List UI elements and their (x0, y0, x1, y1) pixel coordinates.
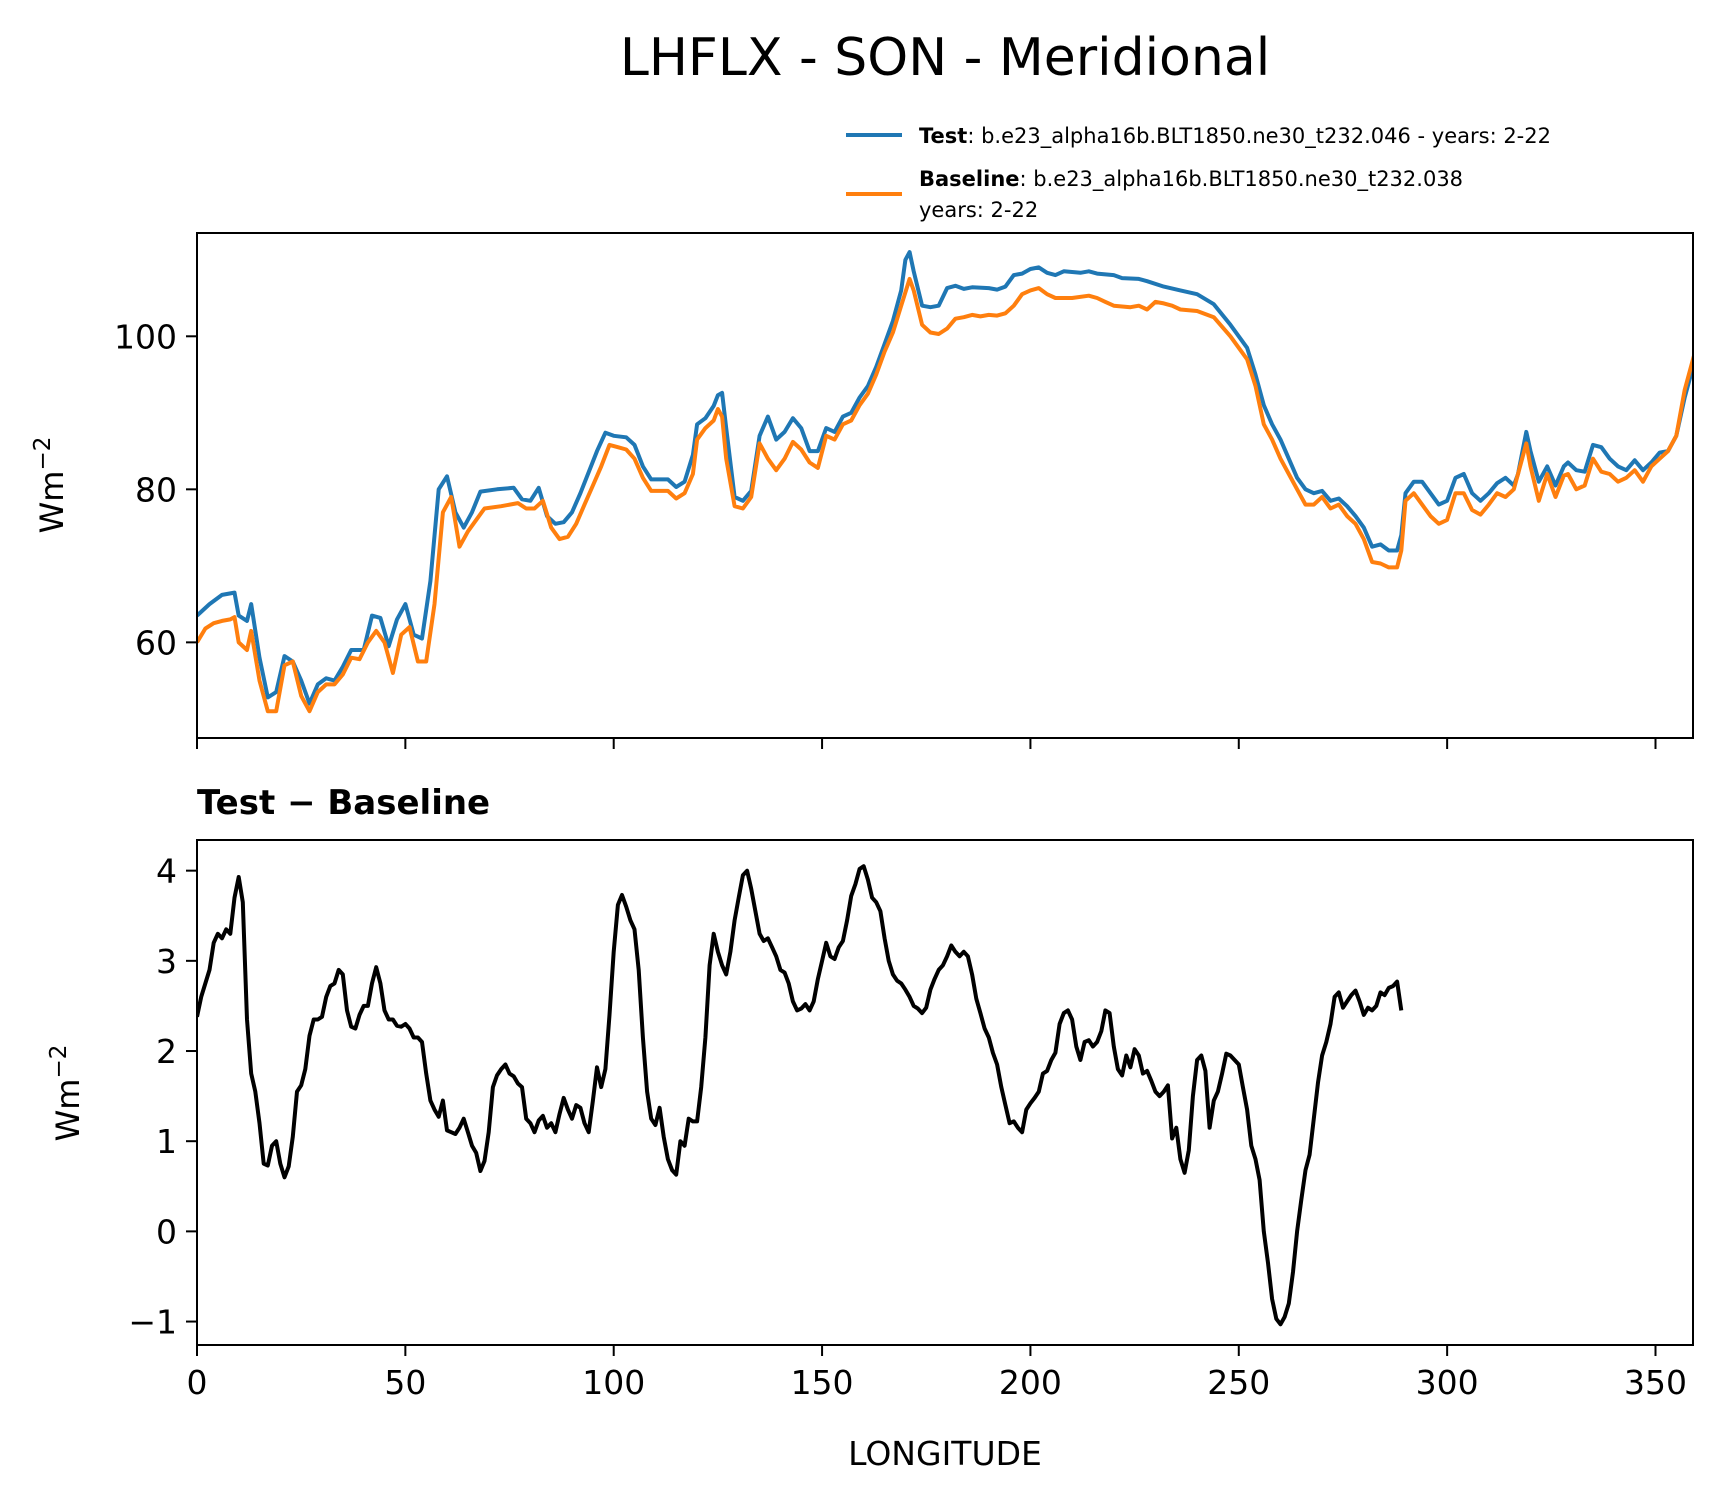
legend-desc-baseline: : b.e23_alpha16b.BLT1850.ne30_t232.038 (1020, 167, 1464, 192)
bottom-xtick-label: 100 (582, 1363, 645, 1402)
bottom-ytick-label: 2 (156, 1032, 177, 1071)
bottom-xtick-label: 300 (1416, 1363, 1479, 1402)
bottom-panel-axes: −1 0 1 2 3 4 0 50 100 150 200 250 300 350 (128, 852, 1687, 1402)
bottom-xtick-label: 200 (999, 1363, 1062, 1402)
bottom-ytick-label: −1 (128, 1303, 177, 1342)
bottom-ytick-label: 4 (156, 852, 177, 891)
bottom-xtick-label: 50 (384, 1363, 426, 1402)
bottom-panel: Test − Baseline −1 0 1 2 3 4 0 50 100 150 200 250 30… (46, 783, 1694, 1473)
bottom-panel-frame (196, 839, 1694, 1346)
top-panel: 60 80 100 Wm−2 (30, 232, 1694, 749)
top-panel-ylabel: Wm−2 (30, 437, 71, 534)
legend: Test: b.e23_alpha16b.BLT1850.ne30_t232.0… (846, 124, 1551, 222)
legend-desc-test: : b.e23_alpha16b.BLT1850.ne30_t232.046 -… (967, 124, 1551, 149)
bottom-panel-xlabel: LONGITUDE (848, 1434, 1042, 1473)
top-panel-frame (196, 232, 1694, 739)
top-panel-axes: 60 80 100 (114, 317, 1657, 749)
top-panel-ylabel-unit: Wm (33, 471, 71, 534)
bottom-series-line-difference (197, 864, 1404, 1327)
top-series-line-test (197, 250, 1693, 706)
bottom-ytick-label: 3 (156, 942, 177, 981)
top-ytick-label: 80 (135, 470, 177, 509)
top-ytick-label: 60 (135, 623, 177, 662)
bottom-panel-title: Test − Baseline (197, 783, 490, 823)
legend-name-baseline: Baseline (919, 167, 1020, 191)
bottom-panel-ylabel-unit: Wm (49, 1079, 87, 1142)
legend-entry-test: Test: b.e23_alpha16b.BLT1850.ne30_t232.0… (919, 124, 1551, 149)
legend-name-test: Test (919, 124, 967, 148)
chart-title: LHFLX - SON - Meridional (620, 28, 1270, 88)
top-panel-ylabel-exp: −2 (30, 437, 56, 471)
top-panel-series (197, 250, 1693, 714)
legend-desc2-baseline: years: 2-22 (919, 198, 1038, 222)
legend-entry-baseline: Baseline: b.e23_alpha16b.BLT1850.ne30_t2… (919, 167, 1463, 192)
top-ytick-label: 100 (114, 317, 177, 356)
bottom-xtick-label: 150 (791, 1363, 854, 1402)
bottom-xtick-label: 250 (1207, 1363, 1270, 1402)
bottom-xtick-label: 350 (1624, 1363, 1687, 1402)
bottom-panel-series (197, 864, 1404, 1327)
bottom-ytick-label: 1 (156, 1122, 177, 1161)
bottom-xtick-label: 0 (187, 1363, 208, 1402)
bottom-panel-ylabel-exp: −2 (46, 1045, 72, 1079)
bottom-ytick-label: 0 (156, 1212, 177, 1251)
bottom-panel-ylabel: Wm−2 (46, 1045, 87, 1142)
top-series-line-baseline (197, 276, 1693, 714)
